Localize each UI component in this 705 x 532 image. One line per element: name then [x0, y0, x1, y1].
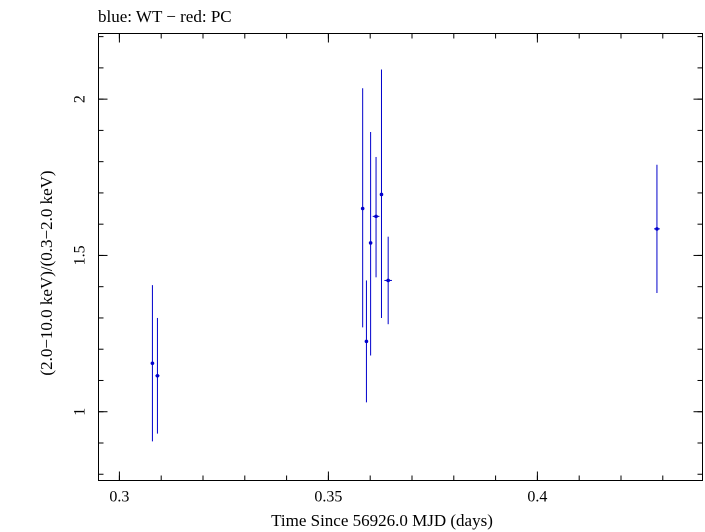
data-points: [150, 69, 660, 442]
axis-ticks: [98, 33, 703, 481]
point-marker: [155, 373, 160, 378]
y-axis-label: (2.0−10.0 keV)/(0.3−2.0 keV): [37, 170, 56, 375]
point-marker: [364, 339, 369, 344]
x-tick-label: 0.4: [527, 489, 547, 506]
point-marker: [150, 361, 155, 366]
data-point: [654, 164, 660, 293]
point-marker: [374, 214, 378, 219]
point-marker: [368, 241, 373, 245]
point-marker: [386, 278, 390, 283]
data-point: [364, 280, 369, 403]
data-point: [368, 131, 373, 356]
y-tick-label: 1: [72, 408, 89, 416]
x-axis-label: Time Since 56926.0 MJD (days): [271, 511, 493, 530]
data-point: [384, 236, 392, 325]
y-tick-label: 1.5: [72, 245, 89, 265]
point-marker: [379, 192, 384, 197]
data-point: [150, 285, 155, 442]
data-point: [379, 69, 384, 318]
x-tick-label: 0.35: [314, 489, 342, 506]
point-marker: [360, 206, 365, 211]
data-point: [372, 156, 380, 278]
data-point: [155, 317, 160, 434]
axis-tick-labels: 0.3 0.35 0.4 1 1.5 2: [72, 95, 548, 505]
point-marker: [655, 227, 659, 231]
data-point: [360, 88, 365, 328]
x-tick-label: 0.3: [109, 489, 129, 506]
y-tick-label: 2: [72, 95, 89, 103]
chart-title: blue: WT − red: PC: [98, 7, 232, 26]
plot-frame: [98, 33, 703, 481]
